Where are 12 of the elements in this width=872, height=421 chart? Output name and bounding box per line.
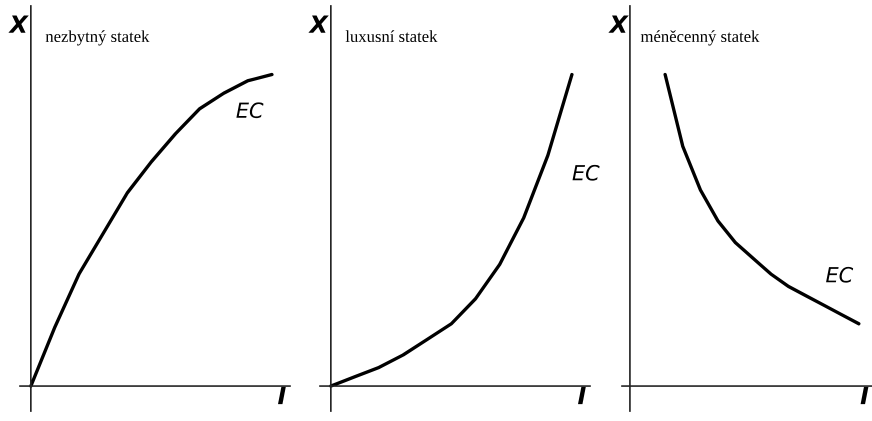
series-label: EC (572, 164, 600, 181)
x-axis-title: I (860, 386, 868, 404)
series-label: EC (826, 266, 854, 283)
chart-title: méněcenný statek (640, 30, 760, 46)
x-axis-title: I (278, 386, 286, 404)
x-axis-title: I (578, 386, 586, 404)
series-label: EC (236, 102, 264, 118)
chart-title: luxusní statek (346, 30, 438, 42)
y-axis-title: X (608, 16, 629, 33)
y-axis-title: X (308, 16, 329, 33)
chart-title: nezbytný statek (46, 30, 150, 46)
y-axis-title: X (8, 16, 29, 33)
